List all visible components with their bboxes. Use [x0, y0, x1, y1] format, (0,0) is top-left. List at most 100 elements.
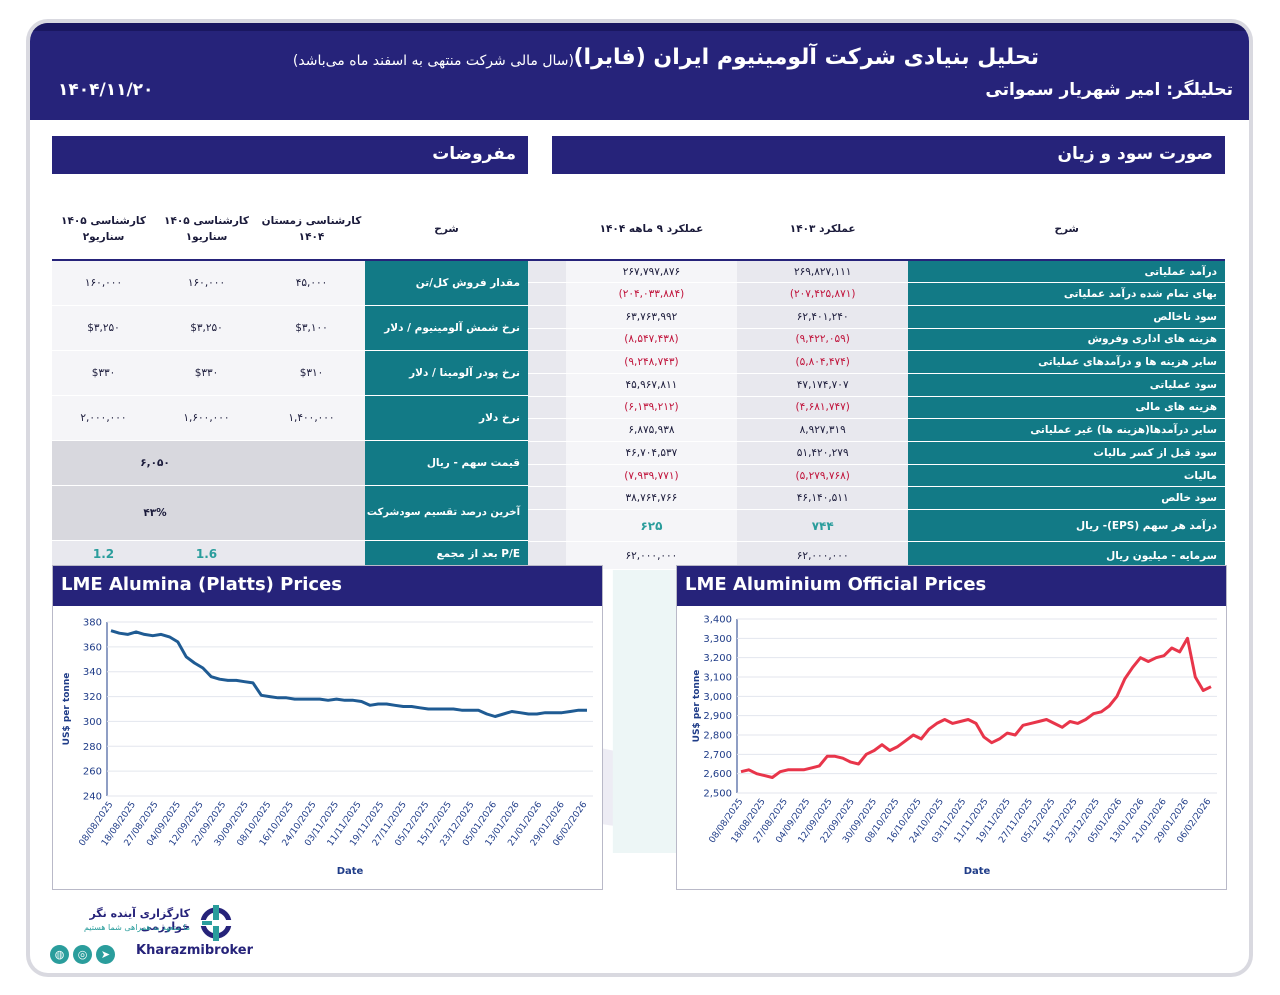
instagram-icon[interactable]: ◎ — [73, 945, 92, 964]
web-icon[interactable]: ◍ — [50, 945, 69, 964]
pl-row-label: بهای تمام شده درآمد عملیاتی — [908, 282, 1225, 306]
y-tick-label: 240 — [83, 792, 102, 803]
pl-row-label: سود ناخالص — [908, 305, 1225, 329]
pl-cell: (۵,۲۷۹,۷۶۸) — [737, 464, 909, 488]
pe-scenario2-value: 1.2 — [52, 540, 155, 569]
alumina-chart-svg: 24026028030032034036038008/08/202518/08/… — [62, 618, 593, 877]
price-series-line — [740, 636, 1212, 779]
alumina-chart: LME Alumina (Platts) Prices 240 260 280 300… — [52, 565, 603, 890]
table-row: $۳,۲۵۰ $۳,۲۵۰ $۳,۱۰۰ نرخ شمش آلومینیوم / دل… — [52, 305, 528, 351]
report-header: تحلیل بنیادی شرکت آلومینیوم ایران (فایرا… — [30, 23, 1249, 120]
pl-header-2: عملکرد ۹ ماهه ۱۴۰۴ — [565, 200, 738, 261]
pe-label: P/E بعد از مجمع — [365, 540, 528, 569]
pl-cell: (۶,۱۳۹,۲۱۲) — [565, 396, 738, 420]
assumption-cell: $۳۳۰ — [155, 350, 258, 396]
y-tick-label: 2,500 — [703, 789, 732, 800]
assumptions-table: کارشناسی ۱۴۰۵ سناریو۲ کارشناسی ۱۴۰۵ سناری… — [52, 200, 528, 569]
pl-row-label: هزینه های اداری وفروش — [908, 328, 1225, 352]
table-row: ۲,۰۰۰,۰۰۰ ۱,۶۰۰,۰۰۰ ۱,۴۰۰,۰۰۰ نرخ دلار — [52, 395, 528, 441]
y-tick-label: 3,400 — [703, 615, 732, 626]
y-axis-title: US$ per tonne — [62, 673, 72, 746]
y-tick-label: 2,900 — [703, 711, 732, 722]
assumption-cell: $۳۳۰ — [52, 350, 155, 396]
assumptions-header: مفروضات — [52, 136, 528, 174]
aluminium-chart: LME Aluminium Official Prices 2,500 2,600… — [676, 565, 1227, 890]
y-tick-label: 300 — [83, 717, 102, 728]
y-tick-label: 2,700 — [703, 750, 732, 761]
broker-brand: Kharazmibroker — [136, 943, 254, 958]
assumption-cell: ۱۶۰,۰۰۰ — [155, 260, 258, 306]
pl-header-1: عملکرد ۱۴۰۳ — [737, 200, 909, 261]
pl-row-label: سود عملیاتی — [908, 373, 1225, 397]
dividend-label: آخرین درصد تقسیم سودشرکت — [365, 485, 528, 541]
assumption-cell: $۳,۲۵۰ — [52, 305, 155, 351]
pl-cell: ۶,۸۷۵,۹۳۸ — [565, 418, 738, 442]
pl-row-label: مالیات — [908, 464, 1225, 488]
pl-row-label: سایر درآمدها(هزینه ها) غیر عملیاتی — [908, 418, 1225, 442]
y-tick-label: 2,600 — [703, 769, 732, 780]
y-tick-label: 3,100 — [703, 673, 732, 684]
assumption-header-3: کارشناسی ۱۴۰۵ سناریو۲ — [52, 200, 155, 261]
assumption-header-1: کارشناسی زمستان ۱۴۰۴ — [258, 200, 365, 261]
pl-cell: ۴۵,۹۶۷,۸۱۱ — [565, 373, 738, 397]
x-axis-title: Date — [964, 866, 991, 877]
alumina-chart-title: LME Alumina (Platts) Prices — [53, 566, 602, 606]
share-price-label: قیمت سهم - ریال — [365, 440, 528, 486]
y-tick-label: 2,800 — [703, 731, 732, 742]
pl-cell: (۸,۵۴۷,۴۳۸) — [565, 328, 738, 352]
assumption-header-0: شرح — [365, 200, 528, 261]
x-axis-title: Date — [337, 866, 364, 877]
y-tick-label: 360 — [83, 642, 102, 653]
assumption-cell: ۴۵,۰۰۰ — [258, 260, 365, 306]
pl-cell: (۴,۶۸۱,۷۴۷) — [737, 396, 909, 420]
pl-cell: ۲۶۷,۷۹۷,۸۷۶ — [565, 260, 738, 284]
table-row: $۳۳۰ $۳۳۰ $۳۱۰ نرخ پودر آلومینا / دلار — [52, 350, 528, 396]
assumption-cell: $۳,۲۵۰ — [155, 305, 258, 351]
y-tick-label: 3,200 — [703, 653, 732, 664]
y-tick-label: 320 — [83, 692, 102, 703]
income-statement-header: صورت سود و زیان — [552, 136, 1225, 174]
pl-cell: (۵,۸۰۴,۴۷۴) — [737, 350, 909, 374]
broker-company-name: کارگزاری آینده نگر خوارزمی — [89, 907, 190, 933]
pl-cell: ۶۳,۷۶۳,۹۹۲ — [565, 305, 738, 329]
y-tick-label: 280 — [83, 742, 102, 753]
pl-row-label: سایر هزینه ها و درآمدهای عملیاتی — [908, 350, 1225, 374]
pl-cell: ۶۲,۰۰۰,۰۰۰ — [565, 541, 738, 571]
pl-row-label: درآمد هر سهم (EPS)- ریال — [908, 509, 1225, 543]
pe-scenario1-value: 1.6 — [155, 540, 258, 569]
report-subtitle: (سال مالی شرکت منتهی به اسفند ماه می‌باش… — [292, 53, 574, 69]
pl-cell: ۵۱,۴۲۰,۲۷۹ — [737, 441, 909, 465]
pl-cell: ۲۶۹,۸۲۷,۱۱۱ — [737, 260, 909, 284]
assumption-cell: $۳,۱۰۰ — [258, 305, 365, 351]
pl-cell: (۷,۹۳۹,۷۷۱) — [565, 464, 738, 488]
assumption-row-label: نرخ پودر آلومینا / دلار — [365, 350, 528, 396]
assumption-cell: ۱,۶۰۰,۰۰۰ — [155, 395, 258, 441]
y-tick-label: 3,300 — [703, 634, 732, 645]
broker-logo-icon — [198, 905, 234, 941]
assumption-row-label: نرخ شمش آلومینیوم / دلار — [365, 305, 528, 351]
table-row: ۱۶۰,۰۰۰ ۱۶۰,۰۰۰ ۴۵,۰۰۰ مقدار فروش کل/تن — [52, 260, 528, 306]
assumption-cell: ۱۶۰,۰۰۰ — [52, 260, 155, 306]
pl-row-label: سود خالص — [908, 486, 1225, 511]
pl-cell: (۲۰۷,۴۲۵,۸۷۱) — [737, 282, 909, 306]
broker-logo: کارگزاری آینده نگر خوارزمی ما متعهد به ه… — [50, 903, 254, 964]
assumption-cell: ۲,۰۰۰,۰۰۰ — [52, 395, 155, 441]
assumption-header-2: کارشناسی ۱۴۰۵ سناریو۱ — [155, 200, 258, 261]
assumption-cell: ۱,۴۰۰,۰۰۰ — [258, 395, 365, 441]
pl-cell: (۹,۴۲۲,۰۵۹) — [737, 328, 909, 352]
pl-cell: ۳۸,۷۶۴,۷۶۶ — [565, 486, 738, 511]
pl-cell: ۶۲۵ — [565, 509, 738, 543]
aluminium-chart-title: LME Aluminium Official Prices — [677, 566, 1226, 606]
assumption-row-label: نرخ دلار — [365, 395, 528, 441]
report-title: تحلیل بنیادی شرکت آلومینیوم ایران (فایرا… — [573, 45, 1040, 70]
telegram-icon[interactable]: ➤ — [96, 945, 115, 964]
pl-cell: ۶۲,۴۰۱,۲۴۰ — [737, 305, 909, 329]
assumption-cell: $۳۱۰ — [258, 350, 365, 396]
analyst-name: تحلیلگر: امیر شهریار سمواتی — [985, 80, 1233, 100]
pl-header-0: شرح — [908, 200, 1225, 261]
broker-tagline: ما متعهد به همراهی شما هستیم — [83, 923, 190, 932]
report-frame: تحلیل بنیادی شرکت آلومینیوم ایران (فایرا… — [30, 23, 1249, 973]
pl-cell: (۹,۲۴۸,۷۴۳) — [565, 350, 738, 374]
y-tick-label: 3,000 — [703, 692, 732, 703]
pl-cell: ۷۴۴ — [737, 509, 909, 543]
